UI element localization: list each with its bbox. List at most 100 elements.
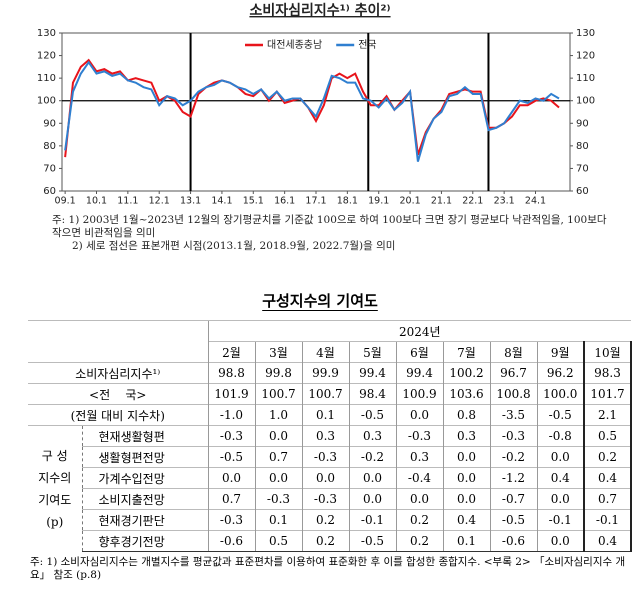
x-tick-label: 12.1 bbox=[149, 196, 170, 207]
cell-value: -0.1 bbox=[583, 509, 632, 531]
group-label-line: 기여도 bbox=[38, 492, 72, 507]
x-tick-label: 13.1 bbox=[180, 196, 201, 207]
cell-value: -0.5 bbox=[348, 530, 396, 552]
month-header: 5월 bbox=[348, 341, 396, 363]
month-header: 6월 bbox=[395, 341, 443, 363]
corner-cell bbox=[28, 320, 208, 363]
cell-value: 2.1 bbox=[583, 404, 632, 426]
row-label: 소비지출전망 bbox=[82, 488, 208, 510]
table-title: 구성지수의 기여도 bbox=[262, 292, 378, 310]
cell-value: 0.3 bbox=[301, 425, 349, 447]
x-tick-label: 17.1 bbox=[305, 196, 326, 207]
cell-value: -0.8 bbox=[536, 425, 584, 447]
cell-value: -0.5 bbox=[207, 446, 255, 468]
cell-value: 0.0 bbox=[348, 488, 396, 510]
x-tick-label: 11.1 bbox=[117, 196, 138, 207]
x-tick-label: 18.1 bbox=[337, 196, 358, 207]
x-tick-label: 23.1 bbox=[494, 196, 515, 207]
x-tick-label: 14.1 bbox=[211, 196, 232, 207]
contribution-table: 2024년 2월 3월 4월 5월 6월 7월 8월 9월 10월 소비자심리지수¹⁾ 98.8 99.… bbox=[28, 320, 632, 552]
cell-value: 100.9 bbox=[395, 383, 443, 405]
cell-value: 100.7 bbox=[254, 383, 302, 405]
cell-value: -0.5 bbox=[348, 404, 396, 426]
month-header: 9월 bbox=[536, 341, 584, 363]
cell-value: -0.3 bbox=[301, 488, 349, 510]
cell-value: 0.0 bbox=[536, 488, 584, 510]
table-footnote: 주: 1) 소비자심리지수는 개별지수를 평균값과 표준편차를 이용하여 표준화… bbox=[30, 556, 626, 581]
x-tick-label: 22.1 bbox=[462, 196, 483, 207]
y2-tick-label: 100 bbox=[576, 96, 595, 107]
cell-value: 0.0 bbox=[442, 467, 490, 489]
cell-value: 1.0 bbox=[254, 404, 302, 426]
cell-value: 0.3 bbox=[442, 425, 490, 447]
cell-value: -0.3 bbox=[489, 425, 537, 447]
cell-value: 0.1 bbox=[301, 404, 349, 426]
cell-value: 0.2 bbox=[301, 530, 349, 552]
cell-value: 0.0 bbox=[442, 446, 490, 468]
cell-value: 0.0 bbox=[207, 467, 255, 489]
y2-tick-label: 90 bbox=[576, 118, 589, 129]
y-tick-label: 100 bbox=[37, 96, 56, 107]
y-tick-label: 90 bbox=[43, 118, 56, 129]
cell-value: 0.0 bbox=[395, 488, 443, 510]
cell-value: -0.6 bbox=[207, 530, 255, 552]
cell-value: -0.5 bbox=[489, 509, 537, 531]
cell-value: -0.5 bbox=[536, 404, 584, 426]
group-label-line: 지수의 bbox=[38, 470, 72, 485]
cell-value: 100.2 bbox=[442, 362, 490, 384]
y2-tick-label: 60 bbox=[576, 186, 589, 197]
cell-value: 100.7 bbox=[301, 383, 349, 405]
cell-value: 0.0 bbox=[301, 467, 349, 489]
series-line bbox=[64, 58, 560, 158]
series-line bbox=[64, 60, 560, 162]
cell-value: 0.3 bbox=[395, 446, 443, 468]
cell-value: 100.8 bbox=[489, 383, 537, 405]
cell-value: 96.7 bbox=[489, 362, 537, 384]
y2-tick-label: 110 bbox=[576, 73, 595, 84]
cell-value: 96.2 bbox=[536, 362, 584, 384]
month-header: 7월 bbox=[442, 341, 490, 363]
month-header: 4월 bbox=[301, 341, 349, 363]
month-header: 10월 bbox=[583, 341, 632, 363]
cell-value: 0.2 bbox=[583, 446, 632, 468]
y-tick-label: 120 bbox=[37, 51, 56, 62]
cell-value: -0.3 bbox=[207, 509, 255, 531]
cell-value: 101.7 bbox=[583, 383, 632, 405]
cell-value: 98.8 bbox=[207, 362, 255, 384]
y-tick-label: 60 bbox=[43, 186, 56, 197]
cell-value: 0.7 bbox=[207, 488, 255, 510]
cell-value: 98.3 bbox=[583, 362, 632, 384]
cell-value: 0.0 bbox=[536, 446, 584, 468]
cell-value: -0.7 bbox=[489, 488, 537, 510]
chart-note: 주: 1) 2003년 1월~2023년 12월의 장기평균치를 기준값 100… bbox=[52, 214, 607, 239]
legend-label: 대전세종충남 bbox=[267, 39, 322, 51]
y2-tick-label: 70 bbox=[576, 163, 589, 174]
y-tick-label: 130 bbox=[37, 28, 56, 39]
cell-value: -0.3 bbox=[207, 425, 255, 447]
y-tick-label: 70 bbox=[43, 163, 56, 174]
cell-value: -1.0 bbox=[207, 404, 255, 426]
cell-value: 0.3 bbox=[348, 425, 396, 447]
row-label: 현재생활형편 bbox=[82, 425, 208, 447]
chart-title: 소비자심리지수¹⁾ 추이²⁾ bbox=[249, 2, 390, 19]
chart-note: 2) 세로 점선은 표본개편 시점(2013.1월, 2018.9월, 2022… bbox=[72, 240, 396, 252]
cell-value: 0.0 bbox=[536, 530, 584, 552]
x-tick-label: 19.1 bbox=[368, 196, 389, 207]
cell-value: -0.1 bbox=[348, 509, 396, 531]
cell-value: -0.6 bbox=[489, 530, 537, 552]
cell-value: 100.0 bbox=[536, 383, 584, 405]
cell-value: 99.4 bbox=[395, 362, 443, 384]
cell-value: -0.1 bbox=[536, 509, 584, 531]
year-header: 2024년 bbox=[207, 320, 631, 342]
row-label: (전월 대비 지수차) bbox=[28, 404, 208, 426]
y2-tick-label: 120 bbox=[576, 51, 595, 62]
row-label: 생활형편전망 bbox=[82, 446, 208, 468]
x-tick-label: 20.1 bbox=[399, 196, 420, 207]
cell-value: 0.0 bbox=[254, 425, 302, 447]
cell-value: 101.9 bbox=[207, 383, 255, 405]
cell-value: 0.4 bbox=[442, 509, 490, 531]
x-tick-label: 16.1 bbox=[274, 196, 295, 207]
cell-value: -0.2 bbox=[489, 446, 537, 468]
cell-value: -1.2 bbox=[489, 467, 537, 489]
